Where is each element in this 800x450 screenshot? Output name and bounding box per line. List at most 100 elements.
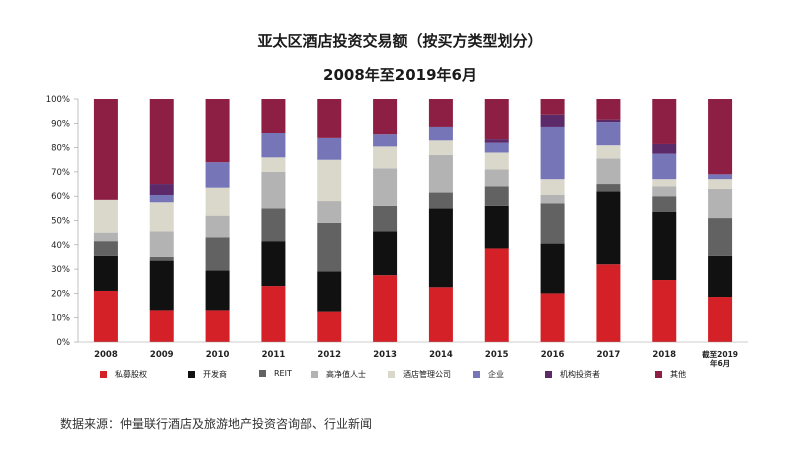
- bar-segment: [261, 241, 286, 287]
- bar-segment: [652, 143, 677, 154]
- legend-label: 其他: [670, 370, 686, 379]
- y-axis-tick-label: 40%: [51, 241, 70, 251]
- bar-segment: [708, 174, 733, 180]
- y-axis-tick-label: 0%: [57, 338, 71, 348]
- legend-swatch: [188, 371, 195, 378]
- bar-segment: [149, 260, 174, 311]
- x-axis-tick-label: 2017: [597, 350, 621, 360]
- chart-subtitle: 2008年至2019年6月: [323, 66, 477, 84]
- y-axis-tick-label: 60%: [51, 192, 70, 202]
- legend-item: REIT: [259, 369, 292, 378]
- bar-segment: [317, 201, 342, 223]
- x-axis-tick-label: 2015: [485, 350, 509, 360]
- bar-segment: [596, 145, 621, 159]
- bar-segment: [484, 248, 509, 342]
- bar-segment: [373, 134, 398, 147]
- legend-label: 开发商: [203, 370, 227, 379]
- bar-segment: [596, 158, 621, 185]
- bar-segment: [428, 126, 453, 141]
- x-axis-tick-label: 2013: [373, 350, 397, 360]
- legend-label: 机构投资者: [560, 370, 600, 379]
- x-axis-tick-label: 2016: [541, 350, 565, 360]
- y-axis-tick-label: 80%: [51, 144, 70, 154]
- bar-segment: [261, 99, 286, 134]
- bar-segment: [373, 275, 398, 342]
- bar-segment: [205, 99, 230, 163]
- y-axis-tick-label: 20%: [51, 289, 70, 299]
- bar-segment: [149, 194, 174, 203]
- bar-segment: [596, 122, 621, 146]
- legend-item: 机构投资者: [545, 369, 600, 380]
- bar-segment: [540, 179, 565, 195]
- bar-segment: [93, 290, 118, 342]
- bar-segment: [428, 208, 453, 288]
- bar-segment: [149, 231, 174, 257]
- legend-label: REIT: [274, 369, 292, 378]
- stacked-bar-chart: 0% 10% 20% 30% 40% 50% 60% 70% 80% 90% 100% 2008 200…: [46, 95, 748, 368]
- legend-swatch: [259, 370, 266, 377]
- bar-segment: [540, 114, 565, 127]
- bar-segment: [261, 286, 286, 342]
- bar-segment: [652, 153, 677, 180]
- bar-segment: [373, 99, 398, 135]
- bar-segment: [428, 154, 453, 193]
- y-axis-tick-label: 70%: [51, 168, 70, 178]
- y-axis-tick-label: 100%: [46, 95, 70, 105]
- bar-segment: [205, 187, 230, 216]
- bar-segment: [708, 297, 733, 342]
- legend-swatch: [545, 371, 552, 378]
- chart-legend: 私募股权 开发商 REIT 高净值人士 酒店管理公司 企业 机构投资者 其他: [0, 369, 800, 383]
- bar-segment: [428, 192, 453, 209]
- bar-segment: [149, 184, 174, 195]
- legend-item: 高净值人士: [311, 369, 366, 380]
- bar-segment: [596, 119, 621, 123]
- bar-segment: [317, 311, 342, 342]
- bar-segment: [373, 146, 398, 169]
- bar-segment: [205, 237, 230, 271]
- bar-segment: [596, 99, 621, 120]
- chart-title: 亚太区酒店投资交易额（按买方类型划分）: [257, 32, 543, 50]
- legend-swatch: [655, 371, 662, 378]
- bar-segment: [93, 241, 118, 256]
- bar-segment: [261, 208, 286, 242]
- legend-swatch: [100, 371, 107, 378]
- x-axis-tick-label: 截至2019: [702, 349, 738, 359]
- bar-segment: [149, 202, 174, 232]
- bar-segment: [652, 186, 677, 197]
- bar-segment: [205, 270, 230, 311]
- bar-segment: [540, 203, 565, 244]
- bar-segment: [484, 205, 509, 249]
- bar-segment: [652, 211, 677, 281]
- bar-segment: [317, 137, 342, 160]
- bar-segment: [540, 293, 565, 342]
- bar-segment: [261, 157, 286, 172]
- x-axis-tick-label: 年6月: [710, 358, 730, 368]
- legend-swatch: [311, 371, 318, 378]
- bar-segment: [540, 126, 565, 180]
- bar-segment: [484, 139, 509, 143]
- x-axis-tick-label: 2018: [652, 350, 676, 360]
- y-axis-tick-label: 10%: [51, 314, 70, 324]
- bar-segment: [205, 215, 230, 238]
- legend-item: 企业: [473, 369, 504, 380]
- bar-segment: [652, 280, 677, 342]
- bar-segment: [373, 205, 398, 232]
- bar-segment: [149, 99, 174, 185]
- legend-label: 高净值人士: [326, 370, 366, 379]
- bar-segment: [708, 255, 733, 298]
- bar-segment: [708, 188, 733, 219]
- bar-segment: [93, 232, 118, 242]
- legend-label: 企业: [488, 370, 504, 379]
- bar-segment: [484, 142, 509, 153]
- bar-segment: [484, 186, 509, 206]
- bar-segment: [373, 168, 398, 206]
- legend-item: 酒店管理公司: [388, 369, 451, 380]
- bar-segment: [540, 194, 565, 204]
- bar-segment: [540, 243, 565, 294]
- bar-segment: [596, 184, 621, 192]
- bar-segment: [484, 99, 509, 140]
- data-source-note: 数据来源：仲量联行酒店及旅游地产投资咨询部、行业新闻: [60, 417, 373, 431]
- bar-segment: [708, 179, 733, 189]
- bar-segment: [149, 256, 174, 261]
- bar-segment: [261, 171, 286, 209]
